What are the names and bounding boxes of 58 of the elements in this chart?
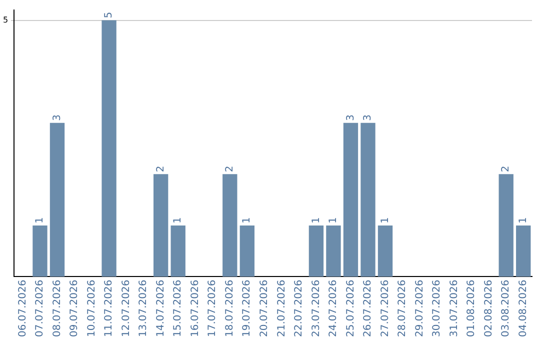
- x-tick-label: 02.08.2026: [483, 280, 494, 338]
- x-tick-label: 04.08.2026: [518, 280, 529, 338]
- data-label: 2: [155, 166, 166, 172]
- data-label: 1: [328, 217, 340, 224]
- data-label: 2: [224, 166, 236, 172]
- bar: [32, 225, 48, 277]
- bar: [240, 225, 254, 277]
- bar: [170, 225, 186, 277]
- x-tick-label: 27.07.2026: [380, 280, 391, 338]
- bar: [343, 122, 358, 277]
- bar: [153, 174, 168, 277]
- data-label: 1: [380, 217, 391, 224]
- data-label: 1: [172, 217, 184, 224]
- bar: [516, 225, 531, 277]
- x-tick-label: 18.07.2026: [224, 280, 236, 338]
- data-label: 5: [104, 12, 115, 18]
- x-tick-label: 01.08.2026: [466, 280, 478, 338]
- x-tick-label: 19.07.2026: [242, 280, 253, 338]
- x-tick-label: 31.07.2026: [448, 280, 460, 338]
- bar: [308, 225, 324, 277]
- x-tick-label: 20.07.2026: [259, 280, 270, 338]
- x-tick-label: 28.07.2026: [397, 280, 408, 338]
- data-label: 3: [52, 114, 63, 121]
- x-tick-label: 26.07.2026: [362, 280, 374, 338]
- x-tick-label: 13.07.2026: [138, 280, 150, 338]
- data-label: 1: [310, 217, 322, 224]
- bar: [378, 225, 393, 277]
- x-tick-label: 22.07.2026: [294, 280, 305, 338]
- x-tick-label: 07.07.2026: [34, 280, 46, 338]
- x-tick-label: 15.07.2026: [172, 280, 184, 338]
- x-tick-label: 14.07.2026: [155, 280, 166, 338]
- x-tick-label: 11.07.2026: [104, 280, 115, 338]
- x-tick-label: 10.07.2026: [86, 280, 98, 338]
- bar: [326, 225, 341, 277]
- x-tick-label: 24.07.2026: [328, 280, 340, 338]
- data-label: 1: [518, 217, 529, 224]
- x-tick-label: 12.07.2026: [120, 280, 132, 338]
- x-tick-label: 29.07.2026: [414, 280, 426, 338]
- x-tick-label: 21.07.2026: [276, 280, 288, 338]
- data-label: 1: [34, 217, 46, 224]
- x-tick-label: 03.08.2026: [500, 280, 512, 338]
- bar: [498, 174, 514, 277]
- bar: [360, 122, 376, 277]
- x-tick-label: 16.07.2026: [190, 280, 201, 338]
- x-tick-label: 08.07.2026: [52, 280, 63, 338]
- bar: [50, 122, 65, 277]
- x-tick-label: 30.07.2026: [432, 280, 443, 338]
- x-tick-label: 23.07.2026: [310, 280, 322, 338]
- data-label: 3: [345, 114, 356, 121]
- x-tick-label: 17.07.2026: [207, 280, 218, 338]
- data-label: 1: [242, 217, 253, 224]
- bar: [222, 174, 238, 277]
- bar: [102, 20, 116, 277]
- x-tick-label: 25.07.2026: [345, 280, 356, 338]
- x-tick-label: 06.07.2026: [17, 280, 28, 338]
- data-label: 3: [362, 114, 374, 121]
- data-label: 2: [500, 166, 512, 172]
- x-tick-label: 09.07.2026: [69, 280, 80, 338]
